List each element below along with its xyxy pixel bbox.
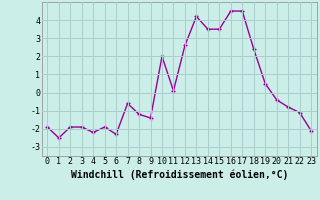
X-axis label: Windchill (Refroidissement éolien,°C): Windchill (Refroidissement éolien,°C) — [70, 169, 288, 180]
